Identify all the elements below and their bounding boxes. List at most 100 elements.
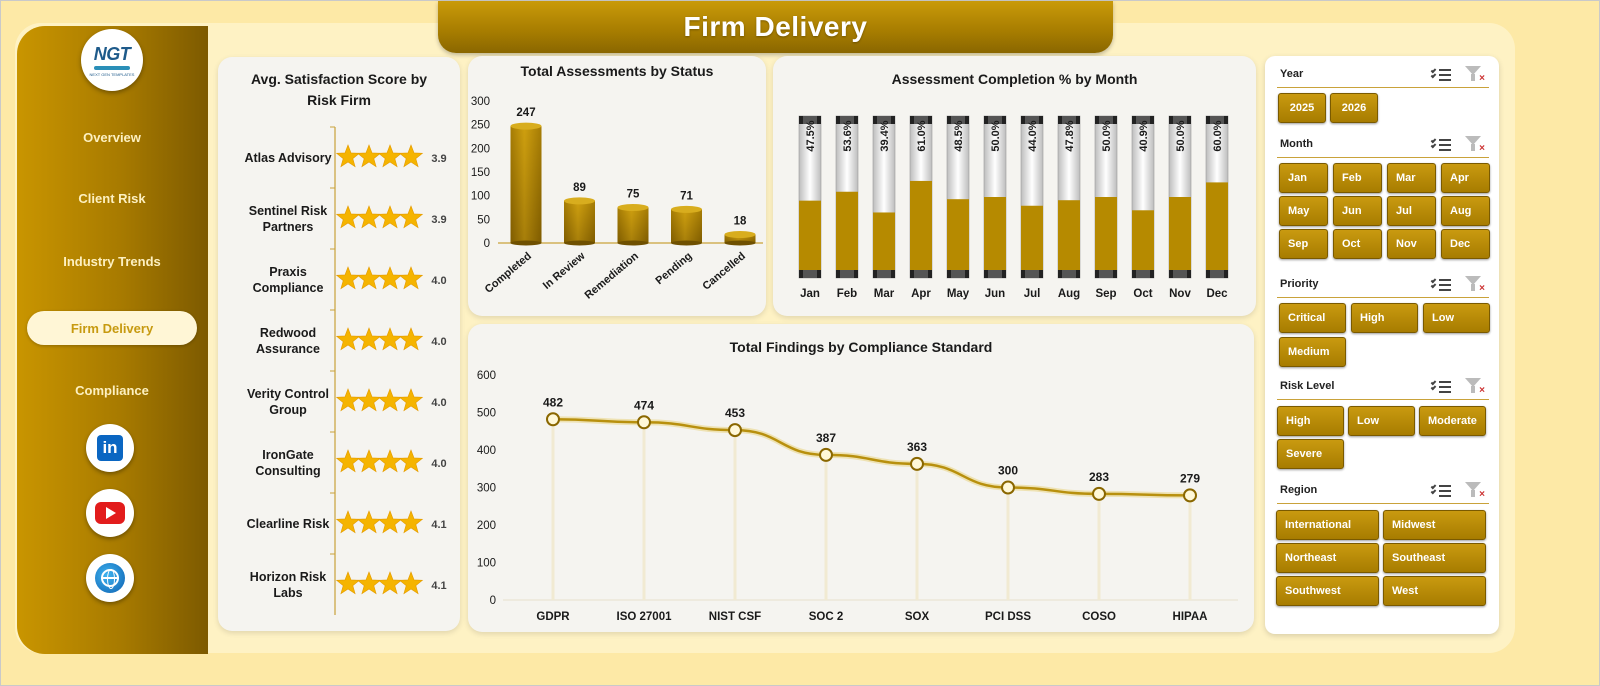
year-option-2026[interactable]: 2026 (1330, 93, 1378, 123)
findings-category-label: PCI DSS (985, 611, 1031, 623)
completion-month-label: Dec (1206, 288, 1228, 300)
star-category-label: Sentinel Risk Partners (249, 204, 328, 234)
priority-option-high[interactable]: High (1351, 303, 1418, 333)
status-chart-title: Total Assessments by Status (520, 63, 714, 79)
month-option-jul[interactable]: Jul (1387, 196, 1436, 226)
star-category-label: IronGate Consulting (255, 448, 320, 478)
filter-panel: Year × 2025 2026 Month × Jan Feb Mar Apr May… (1265, 56, 1499, 634)
region-option-midwest[interactable]: Midwest (1383, 510, 1486, 540)
clear-filter-icon[interactable]: × (1465, 66, 1485, 84)
month-option-sep[interactable]: Sep (1279, 229, 1328, 259)
nav-item-firm-delivery[interactable]: Firm Delivery (27, 311, 197, 345)
completion-bar (1205, 115, 1229, 279)
completion-month-label: Mar (874, 288, 895, 300)
findings-value-label: 363 (907, 440, 927, 454)
year-slicer-header: Year × (1277, 64, 1489, 88)
clear-filter-icon[interactable]: × (1465, 276, 1485, 294)
month-option-feb[interactable]: Feb (1333, 163, 1382, 193)
findings-y-tick: 600 (477, 370, 496, 382)
findings-point (728, 423, 742, 438)
risk-option-low[interactable]: Low (1348, 406, 1415, 436)
status-category-label: In Review (541, 250, 588, 292)
website-button[interactable] (86, 554, 134, 602)
status-bar-chart: 0 50 100 150 200 250 300 247 Completed 89 In Revie… (471, 96, 763, 302)
findings-point (546, 412, 560, 427)
star-value-label: 4.0 (431, 397, 446, 409)
clear-filter-icon[interactable]: × (1465, 136, 1485, 154)
region-option-southeast[interactable]: Southeast (1383, 543, 1486, 573)
star-rating-row (335, 388, 424, 412)
region-option-international[interactable]: International (1276, 510, 1379, 540)
clear-filter-icon[interactable]: × (1465, 482, 1485, 500)
star-icon (335, 144, 361, 168)
region-option-west[interactable]: West (1383, 576, 1486, 606)
year-option-2025[interactable]: 2025 (1278, 93, 1326, 123)
findings-category-label: GDPR (536, 611, 570, 623)
completion-bar (798, 115, 822, 279)
clear-filter-icon[interactable]: × (1465, 378, 1485, 396)
completion-month-card: Assessment Completion % by Month 47.5% Ja… (773, 56, 1256, 316)
multi-select-icon[interactable] (1430, 67, 1451, 83)
multi-select-icon[interactable] (1430, 137, 1451, 153)
findings-value-label: 300 (998, 464, 1018, 478)
findings-value-label: 279 (1180, 471, 1200, 485)
month-option-jun[interactable]: Jun (1333, 196, 1382, 226)
star-icon (377, 144, 403, 168)
findings-value-label: 453 (725, 406, 745, 420)
priority-option-medium[interactable]: Medium (1279, 337, 1346, 367)
multi-select-icon[interactable] (1430, 277, 1451, 293)
star-category-label: Horizon Risk Labs (250, 570, 326, 600)
month-option-apr[interactable]: Apr (1441, 163, 1490, 193)
risk-option-high[interactable]: High (1277, 406, 1344, 436)
region-option-southwest[interactable]: Southwest (1276, 576, 1379, 606)
month-option-jan[interactable]: Jan (1279, 163, 1328, 193)
status-category-label: Completed (483, 250, 534, 296)
star-icon (398, 327, 424, 351)
priority-option-low[interactable]: Low (1423, 303, 1490, 333)
star-icon (398, 449, 424, 473)
findings-category-label: SOC 2 (809, 611, 844, 623)
linkedin-button[interactable]: in (86, 424, 134, 472)
youtube-button[interactable] (86, 489, 134, 537)
status-bar (724, 230, 756, 246)
status-category-label: Cancelled (700, 250, 748, 293)
completion-month-label: May (947, 288, 970, 300)
star-category-label: Verity Control Group (247, 387, 329, 417)
risk-option-severe[interactable]: Severe (1277, 439, 1344, 469)
month-option-aug[interactable]: Aug (1441, 196, 1490, 226)
completion-bar (1094, 115, 1118, 279)
nav-item-industry-trends[interactable]: Industry Trends (63, 253, 161, 269)
star-icon (377, 449, 403, 473)
star-icon (377, 266, 403, 290)
completion-month-label: Jan (800, 288, 820, 300)
region-option-northeast[interactable]: Northeast (1276, 543, 1379, 573)
star-icon (356, 205, 382, 229)
title-banner: Firm Delivery (438, 1, 1113, 53)
findings-line-chart: 0 100 200 300 400 500 600 482 GDPR 474 ISO 27001 45… (477, 370, 1238, 623)
nav-item-compliance[interactable]: Compliance (75, 382, 149, 398)
star-icon (356, 510, 382, 534)
completion-month-label: Feb (837, 288, 857, 300)
multi-select-icon[interactable] (1430, 379, 1451, 395)
findings-y-tick: 100 (477, 558, 496, 570)
month-option-mar[interactable]: Mar (1387, 163, 1436, 193)
star-icon (356, 327, 382, 351)
star-icon (335, 266, 361, 290)
completion-bar (946, 115, 970, 279)
region-slicer-label: Region (1280, 484, 1318, 496)
nav-item-client-risk[interactable]: Client Risk (78, 190, 146, 206)
completion-month-label: Aug (1058, 288, 1080, 300)
month-option-nov[interactable]: Nov (1387, 229, 1436, 259)
findings-value-label: 482 (543, 395, 563, 409)
month-option-oct[interactable]: Oct (1333, 229, 1382, 259)
month-option-dec[interactable]: Dec (1441, 229, 1490, 259)
star-icon (335, 388, 361, 412)
multi-select-icon[interactable] (1430, 483, 1451, 499)
status-bar (510, 122, 542, 246)
ngt-logo[interactable]: NGT NEXT GEN TEMPLATES (81, 29, 143, 91)
priority-option-critical[interactable]: Critical (1279, 303, 1346, 333)
risk-option-moderate[interactable]: Moderate (1419, 406, 1486, 436)
status-value-label: 71 (680, 190, 693, 202)
nav-item-overview[interactable]: Overview (83, 129, 141, 145)
month-option-may[interactable]: May (1279, 196, 1328, 226)
